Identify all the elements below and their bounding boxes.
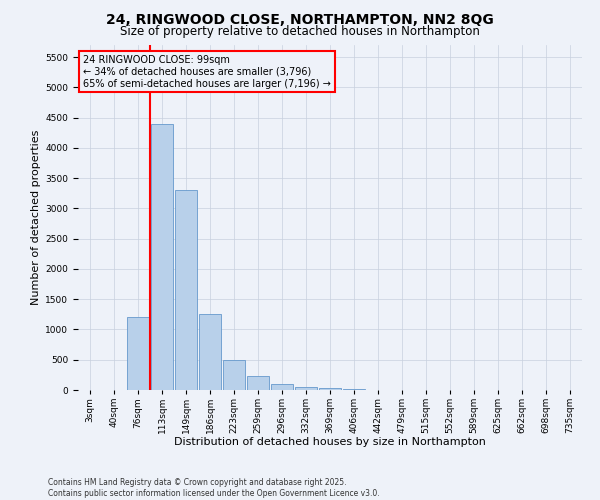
Text: Contains HM Land Registry data © Crown copyright and database right 2025.
Contai: Contains HM Land Registry data © Crown c… bbox=[48, 478, 380, 498]
Bar bbox=[175, 190, 197, 390]
Text: 24 RINGWOOD CLOSE: 99sqm
← 34% of detached houses are smaller (3,796)
65% of sem: 24 RINGWOOD CLOSE: 99sqm ← 34% of detach… bbox=[83, 56, 331, 88]
Bar bbox=[151, 124, 173, 390]
Bar bbox=[247, 376, 269, 390]
Bar bbox=[319, 388, 341, 390]
Bar bbox=[271, 384, 293, 390]
Bar bbox=[199, 314, 221, 390]
Bar bbox=[223, 360, 245, 390]
Y-axis label: Number of detached properties: Number of detached properties bbox=[31, 130, 41, 305]
Text: 24, RINGWOOD CLOSE, NORTHAMPTON, NN2 8QG: 24, RINGWOOD CLOSE, NORTHAMPTON, NN2 8QG bbox=[106, 12, 494, 26]
X-axis label: Distribution of detached houses by size in Northampton: Distribution of detached houses by size … bbox=[174, 438, 486, 448]
Text: Size of property relative to detached houses in Northampton: Size of property relative to detached ho… bbox=[120, 25, 480, 38]
Bar bbox=[295, 387, 317, 390]
Bar bbox=[127, 318, 149, 390]
